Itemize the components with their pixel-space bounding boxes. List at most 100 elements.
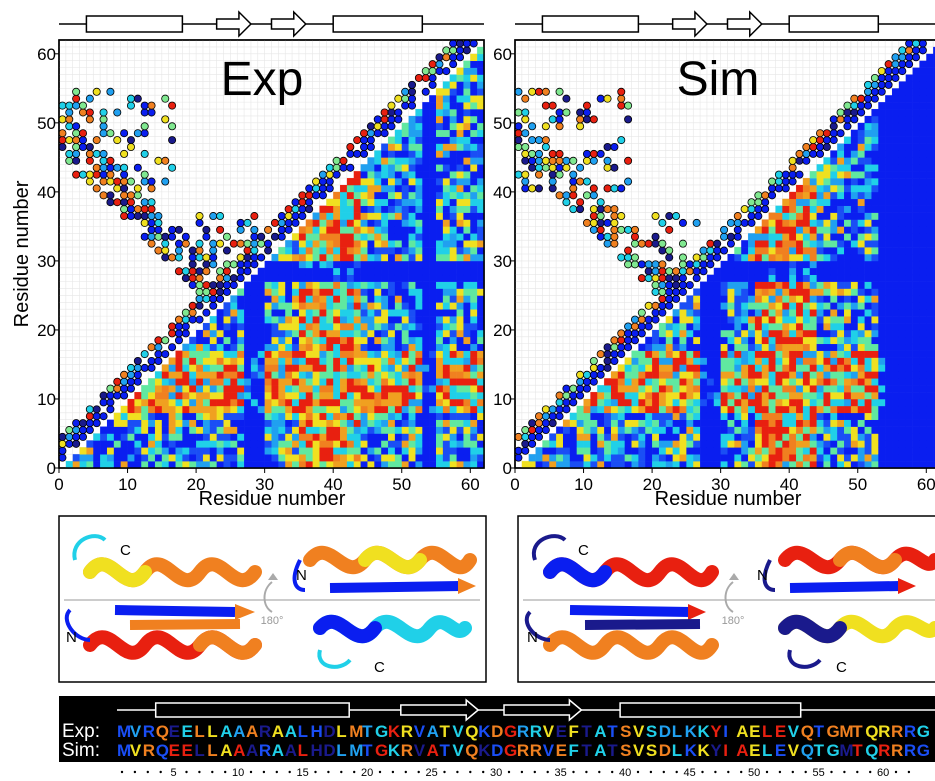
heatmap-cell — [864, 157, 872, 165]
heatmap-cell — [652, 392, 660, 400]
heatmap-cell — [367, 157, 375, 165]
heatmap-cell — [86, 440, 94, 448]
heatmap-cell — [422, 226, 430, 234]
heatmap-cell — [768, 371, 776, 379]
heatmap-cell — [878, 247, 886, 255]
heatmap-cell — [326, 385, 334, 393]
heatmap-cell — [202, 426, 211, 434]
contact-dot — [569, 398, 578, 407]
heatmap-cell — [360, 461, 368, 469]
heatmap-cell — [401, 198, 409, 206]
heatmap-cell — [244, 288, 252, 296]
contact-dot — [521, 108, 530, 117]
heatmap-cell — [631, 371, 639, 379]
heatmap-cell — [189, 419, 197, 427]
contact-dot — [133, 191, 142, 200]
contact-dot — [209, 294, 218, 303]
heatmap-cell — [816, 364, 824, 372]
heatmap-cell — [761, 461, 769, 469]
heatmap-cell — [830, 164, 838, 172]
contact-dot — [99, 115, 108, 124]
heatmap-cell — [189, 392, 197, 400]
heatmap-cell — [230, 329, 238, 338]
heatmap-cell — [127, 405, 135, 414]
heatmap-cell — [463, 267, 471, 276]
heatmap-cell — [182, 357, 190, 365]
heatmap-cell — [857, 350, 865, 358]
heatmap-cell — [919, 198, 927, 206]
heatmap-cell — [658, 447, 667, 455]
heatmap-cell — [168, 392, 176, 400]
heatmap-cell — [360, 323, 368, 331]
heatmap-cell — [679, 378, 687, 386]
heatmap-cell — [768, 378, 776, 386]
heatmap-cell — [700, 447, 708, 455]
heatmap-cell — [415, 260, 423, 269]
heatmap-cell — [693, 461, 701, 469]
heatmap-cell — [312, 219, 320, 227]
heatmap-cell — [319, 302, 327, 310]
heatmap-cell — [700, 412, 708, 420]
contact-dot — [428, 67, 437, 76]
heatmap-cell — [665, 357, 673, 365]
heatmap-cell — [477, 336, 485, 345]
heatmap-cell — [789, 392, 797, 400]
heatmap-cell — [264, 405, 272, 414]
heatmap-cell — [933, 350, 935, 358]
heatmap-cell — [401, 440, 409, 448]
contact-dot — [209, 301, 218, 310]
heatmap-cell — [381, 198, 389, 206]
heatmap-cell — [374, 302, 382, 310]
heatmap-cell — [292, 233, 300, 241]
heatmap-cell — [346, 198, 355, 206]
contact-dot — [188, 260, 197, 269]
heatmap-cell — [401, 233, 409, 241]
contact-dot — [202, 294, 211, 303]
heatmap-cell — [353, 364, 361, 372]
heatmap-cell — [381, 371, 389, 379]
heatmap-cell — [477, 191, 485, 200]
contact-dot — [380, 115, 389, 124]
heatmap-cell — [298, 419, 307, 427]
heatmap-cell — [477, 157, 485, 165]
heatmap-cell — [415, 323, 423, 331]
heatmap-cell — [442, 233, 451, 241]
contact-dot — [630, 253, 639, 262]
heatmap-cell — [761, 260, 769, 269]
heatmap-cell — [388, 274, 396, 282]
contact-dot — [555, 163, 564, 172]
heatmap-cell — [926, 198, 934, 206]
heatmap-cell — [257, 309, 265, 317]
heatmap-cell — [933, 364, 935, 372]
contact-dot — [576, 370, 585, 379]
contact-dot — [795, 149, 804, 158]
heatmap-cell — [604, 461, 612, 469]
heatmap-cell — [340, 461, 348, 469]
heatmap-cell — [823, 364, 831, 372]
heatmap-cell — [665, 426, 673, 434]
heatmap-cell — [360, 178, 368, 186]
heatmap-cell — [285, 336, 293, 345]
heatmap-cell — [326, 336, 334, 345]
heatmap-cell — [912, 419, 920, 427]
heatmap-cell — [892, 240, 900, 248]
heatmap-cell — [638, 392, 646, 400]
heatmap-cell — [271, 440, 279, 448]
heatmap-cell — [658, 343, 667, 351]
heatmap-cell — [271, 288, 279, 296]
heatmap-cell — [477, 433, 485, 441]
heatmap-cell — [782, 398, 790, 407]
heatmap-cell — [857, 343, 865, 351]
heatmap-cell — [367, 412, 375, 420]
heatmap-cell — [415, 129, 423, 137]
heatmap-cell — [905, 74, 913, 82]
heatmap-cell — [436, 136, 444, 144]
heatmap-cell — [312, 343, 320, 351]
heatmap-cell — [926, 378, 934, 386]
contact-dot — [617, 343, 626, 352]
heatmap-cell — [305, 426, 313, 434]
heatmap-cell — [353, 219, 361, 227]
heatmap-cell — [850, 171, 859, 179]
heatmap-cell — [285, 426, 293, 434]
heatmap-cell — [816, 247, 824, 255]
